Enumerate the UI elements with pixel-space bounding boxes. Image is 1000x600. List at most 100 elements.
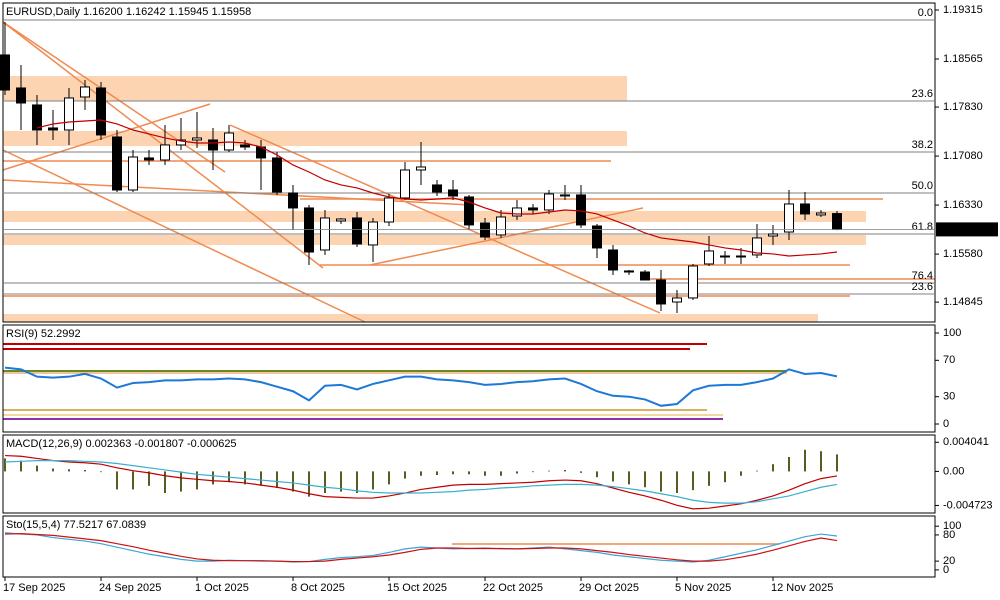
histogram-bar <box>100 471 102 473</box>
candle-body <box>736 255 746 258</box>
fib-label: 76.4 <box>912 270 933 282</box>
histogram-bar <box>148 471 150 486</box>
histogram-bar <box>212 471 214 485</box>
fib-label: 38.2 <box>912 139 933 151</box>
histogram-bar <box>324 471 326 494</box>
zone <box>3 211 866 222</box>
histogram-bar <box>564 469 566 472</box>
candle-body <box>336 218 346 222</box>
candle-body <box>80 86 90 98</box>
panel-frame <box>2 434 936 514</box>
candle-body <box>496 216 506 236</box>
histogram-bar <box>804 449 806 472</box>
candle-body <box>272 157 282 193</box>
candle-body <box>352 217 362 245</box>
candle-body <box>656 279 666 305</box>
trendline <box>229 124 661 314</box>
candle-body <box>800 203 810 215</box>
y-tick-label: -0.004723 <box>943 499 993 511</box>
trendline <box>2 149 366 323</box>
y-tick-label: 1.19315 <box>943 4 983 16</box>
candle-body <box>544 193 554 211</box>
histogram-bar <box>116 471 118 490</box>
histogram-bar <box>244 471 246 485</box>
zone <box>3 314 818 322</box>
candle-body <box>528 207 538 211</box>
candle-body <box>464 196 474 226</box>
histogram-bar <box>436 471 438 476</box>
candle-body <box>16 87 26 104</box>
histogram-bar <box>628 471 630 485</box>
x-tick-label: 29 Oct 2025 <box>579 582 639 594</box>
panel-title: EURUSD,Daily 1.16200 1.16242 1.15945 1.1… <box>6 6 251 18</box>
candle-body <box>400 169 410 199</box>
candle-body <box>480 222 490 238</box>
panel-title: RSI(9) 52.2992 <box>6 328 81 340</box>
zone <box>3 235 866 245</box>
histogram-bar <box>52 468 54 472</box>
x-tick-label: 5 Nov 2025 <box>675 582 731 594</box>
histogram-bar <box>740 471 742 476</box>
histogram-bar <box>388 471 390 485</box>
candle-body <box>48 127 58 131</box>
histogram-bar <box>676 471 678 494</box>
candle-body <box>144 157 154 161</box>
x-tick-label: 17 Sep 2025 <box>3 582 65 594</box>
zone <box>3 76 627 101</box>
histogram-bar <box>260 471 262 486</box>
candle-body <box>128 156 138 191</box>
y-tick-label: 0.00 <box>943 465 964 477</box>
candle-body <box>624 270 634 273</box>
indicator-line <box>4 366 838 407</box>
y-tick-label: 0 <box>943 418 949 430</box>
y-tick-label: 1.17830 <box>943 101 983 113</box>
histogram-bar <box>708 471 710 486</box>
y-tick-label: 30 <box>943 391 955 403</box>
candle-body <box>208 139 218 151</box>
candle-body <box>704 250 714 265</box>
candle-body <box>384 197 394 223</box>
panel-title: Sto(15,5,4) 77.5217 67.0839 <box>6 519 146 531</box>
histogram-bar <box>276 471 278 488</box>
candle-body <box>32 104 42 131</box>
y-tick-label: 1.18565 <box>943 53 983 65</box>
candle-body <box>112 136 122 191</box>
fib-label: 23.6 <box>912 88 933 100</box>
candle-body <box>832 213 842 230</box>
y-tick-label: 80 <box>943 529 955 541</box>
histogram-bar <box>452 471 454 475</box>
panel-title: MACD(12,26,9) 0.002363 -0.001807 -0.0006… <box>6 438 237 450</box>
y-tick-label: 1.16330 <box>943 199 983 211</box>
histogram-bar <box>4 458 6 472</box>
histogram-bar <box>500 471 502 476</box>
y-tick-label: 100 <box>943 327 961 339</box>
fib-label: 23.6 <box>912 281 933 293</box>
candle-body <box>304 207 314 253</box>
drawings <box>2 21 935 545</box>
trendline <box>2 21 226 173</box>
histogram-bar <box>516 471 518 474</box>
indicator-line <box>4 533 838 563</box>
histogram-bar <box>132 471 134 490</box>
y-tick-label: 70 <box>943 354 955 366</box>
y-tick-label: 0.004041 <box>943 436 989 448</box>
fib-label: 0.0 <box>918 7 933 19</box>
candle-body <box>672 297 682 303</box>
x-tick-label: 24 Sep 2025 <box>99 582 161 594</box>
candle-body <box>368 221 378 246</box>
candle-body <box>448 189 458 197</box>
fib-label: 50.0 <box>912 180 933 192</box>
histogram-bar <box>580 471 582 473</box>
x-tick-label: 22 Oct 2025 <box>483 582 543 594</box>
histogram-bar <box>356 471 358 494</box>
histogram-bar <box>84 469 86 472</box>
histogram-bar <box>292 471 294 492</box>
candle-body <box>320 217 330 251</box>
candle-body <box>560 194 570 197</box>
histogram-bar <box>756 470 758 472</box>
candle-body <box>176 139 186 146</box>
last-price-label: 1.15958 <box>943 223 983 235</box>
candle-body <box>0 54 10 91</box>
candle-body <box>752 237 762 256</box>
